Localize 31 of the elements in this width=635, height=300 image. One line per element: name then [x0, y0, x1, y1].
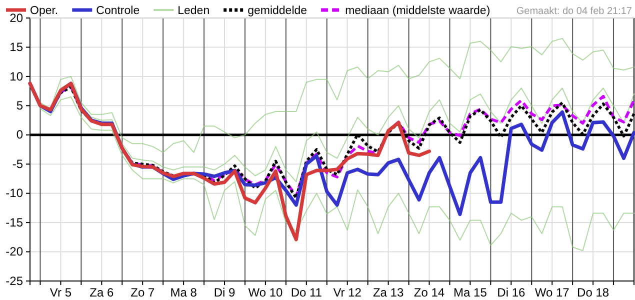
x-tick-label: Za 13 — [372, 286, 404, 300]
x-tick-label: Zo 14 — [414, 286, 445, 300]
x-tick-label: Wo 17 — [534, 286, 570, 300]
y-tick-label: -25 — [6, 274, 24, 288]
x-tick-label: Di 9 — [214, 286, 236, 300]
y-tick-label: -5 — [12, 156, 24, 171]
x-tick-label: Za 6 — [90, 286, 114, 300]
y-tick-label: -15 — [6, 215, 24, 230]
x-tick-label: Do 18 — [577, 286, 610, 300]
text: Gemaakt: do 04 feb 21:17 — [516, 6, 632, 17]
x-tick-label: Ma 15 — [454, 286, 488, 300]
legend-label: Oper. — [30, 5, 58, 17]
y-tick-label: 20 — [10, 10, 24, 25]
y-tick-label: 15 — [10, 40, 24, 54]
line-series — [28, 82, 432, 242]
x-tick-label: Do 11 — [290, 286, 322, 300]
y-tick-label: -10 — [6, 186, 24, 200]
x-tick-label: Zo 7 — [130, 286, 155, 300]
y-tick-label: 10 — [10, 69, 24, 84]
x-tick-label: Wo 10 — [248, 286, 284, 300]
x-tick-label: Vr 12 — [333, 286, 362, 300]
legend-label: Leden — [178, 5, 210, 17]
y-tick-label: 5 — [16, 98, 24, 113]
y-tick-label: 0 — [16, 128, 24, 142]
legend-label: mediaan (middelste waarde) — [345, 5, 490, 17]
y-tick-label: -20 — [6, 244, 24, 259]
x-tick-label: Di 16 — [497, 286, 526, 300]
x-tick-label: Vr 5 — [50, 286, 72, 300]
x-tick-label: Ma 8 — [170, 286, 198, 300]
legend-label: Controle — [96, 5, 140, 17]
legend-label: gemiddelde — [248, 5, 308, 17]
